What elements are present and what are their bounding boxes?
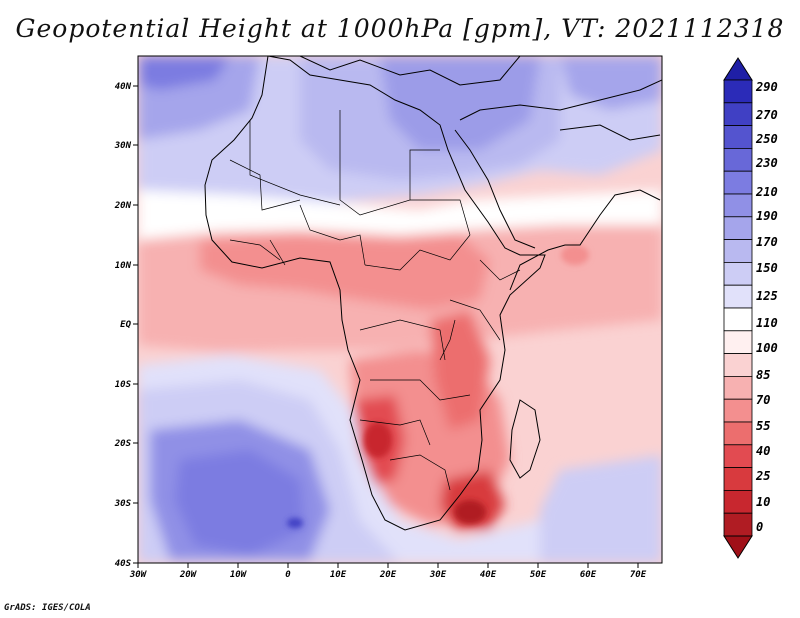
colorbar-label: 70 xyxy=(756,393,770,407)
plot-frame xyxy=(137,55,663,564)
lat-axis xyxy=(133,85,138,564)
colorbar-box xyxy=(723,489,753,514)
lon-label: 10W xyxy=(230,570,248,580)
colorbar-box xyxy=(723,398,753,423)
colorbar-label: 0 xyxy=(756,520,763,534)
colorbar xyxy=(723,57,753,559)
lon-label: 30W xyxy=(129,570,148,580)
lon-label: 0 xyxy=(285,570,291,580)
colorbar-label: 190 xyxy=(756,209,778,223)
colorbar-label: 25 xyxy=(755,469,770,483)
colorbar-label: 40 xyxy=(756,444,770,458)
colorbar-label: 110 xyxy=(756,316,778,330)
colorbar-box xyxy=(723,102,753,127)
colorbar-top-arrow xyxy=(723,57,753,81)
colorbar-box xyxy=(723,284,753,309)
colorbar-label: 100 xyxy=(756,341,778,355)
colorbar-label: 250 xyxy=(755,132,778,146)
colorbar-label: 85 xyxy=(756,368,770,382)
lat-label: 20N xyxy=(114,201,132,211)
colorbar-label: 10 xyxy=(756,495,770,509)
lon-label: 40E xyxy=(480,570,497,580)
colorbar-label: 125 xyxy=(756,289,778,303)
lon-axis xyxy=(137,563,639,568)
colorbar-box xyxy=(723,125,753,149)
colorbar-bottom-arrow xyxy=(723,535,753,559)
colorbar-box xyxy=(723,512,753,537)
colorbar-label: 230 xyxy=(755,156,778,170)
lon-label: 20E xyxy=(379,570,397,580)
colorbar-label: 150 xyxy=(756,261,778,275)
colorbar-box xyxy=(723,239,753,263)
lat-label: 20S xyxy=(114,439,132,449)
colorbar-box xyxy=(723,353,753,377)
lon-label: 60E xyxy=(580,570,597,580)
colorbar-box xyxy=(723,375,753,400)
lon-label: 50E xyxy=(530,570,547,580)
colorbar-box xyxy=(723,216,753,241)
coastlines xyxy=(204,56,662,531)
lon-label: 30E xyxy=(429,570,447,580)
lat-label: 10S xyxy=(115,380,132,390)
colorbar-label: 290 xyxy=(755,80,778,94)
grads-credit: GrADS: IGES/COLA xyxy=(4,603,91,613)
lat-label: 10N xyxy=(115,261,132,271)
lat-label: 30N xyxy=(114,141,132,151)
colorbar-label: 55 xyxy=(756,419,770,433)
lon-label: 10E xyxy=(330,570,347,580)
colorbar-box xyxy=(723,467,753,491)
colorbar-box xyxy=(723,147,753,172)
lat-label: 40N xyxy=(115,82,132,92)
lat-label: EQ xyxy=(120,320,131,330)
lat-label: 30S xyxy=(114,499,132,509)
colorbar-boxes xyxy=(723,79,753,537)
colorbar-box xyxy=(723,421,753,446)
lon-label: 20W xyxy=(179,570,198,580)
colorbar-box xyxy=(723,170,753,195)
lon-label: 70E xyxy=(630,570,647,580)
colorbar-box xyxy=(723,193,753,218)
colorbar-box xyxy=(723,330,753,354)
height-field xyxy=(138,56,662,563)
map-title: Geopotential Height at 1000hPa [gpm], VT… xyxy=(15,14,785,43)
colorbar-label: 270 xyxy=(755,108,778,122)
colorbar-box xyxy=(723,307,753,332)
country-borders xyxy=(229,110,521,491)
colorbar-box xyxy=(723,79,753,104)
lat-label: 40S xyxy=(115,559,132,569)
colorbar-label: 170 xyxy=(756,235,778,249)
colorbar-box xyxy=(723,261,753,286)
colorbar-box xyxy=(723,444,753,468)
colorbar-label: 210 xyxy=(755,185,778,199)
